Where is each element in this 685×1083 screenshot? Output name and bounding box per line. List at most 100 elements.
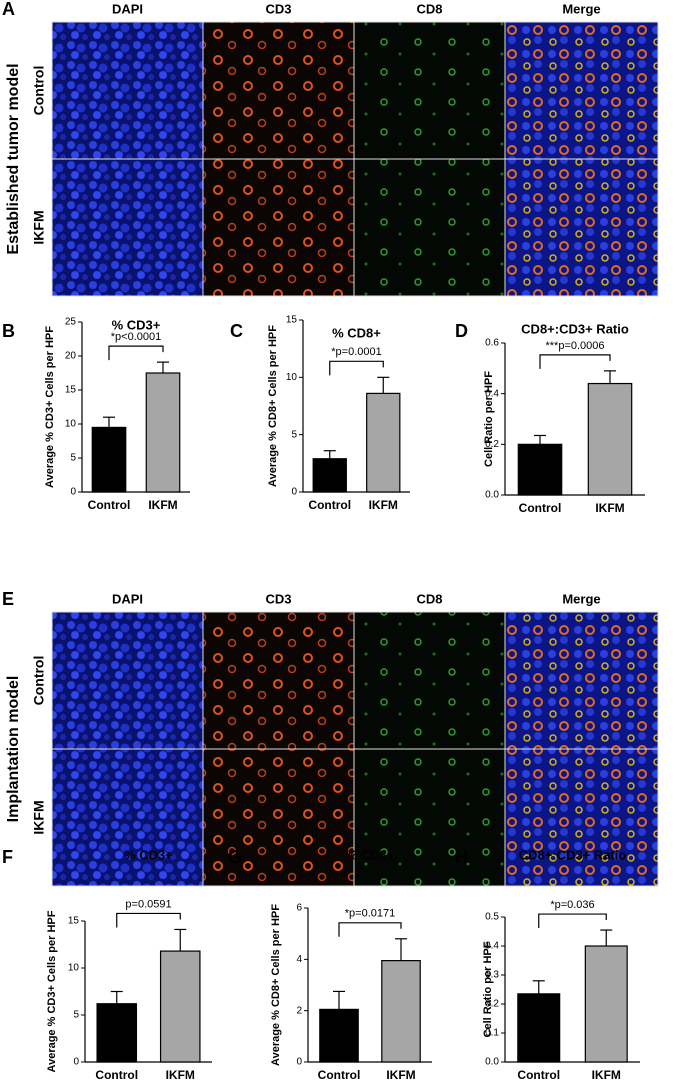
bar bbox=[145, 372, 181, 493]
y-axis-label: Cell Ratio per HPF bbox=[482, 941, 494, 1037]
micrograph bbox=[202, 611, 355, 750]
bar bbox=[319, 1008, 359, 1063]
chart-title: % CD8+ bbox=[332, 325, 381, 340]
y-tick-label: 0.6 bbox=[485, 338, 499, 349]
y-tick-label: 10 bbox=[68, 963, 80, 974]
y-tick-label: 0 bbox=[296, 1057, 302, 1068]
bar bbox=[91, 426, 127, 493]
x-tick-label: Control bbox=[88, 498, 131, 512]
p-value: *p=0.0171 bbox=[345, 908, 395, 920]
y-tick-label: 0.4 bbox=[485, 941, 499, 952]
micrograph bbox=[353, 748, 506, 887]
panel-letter: C bbox=[230, 321, 243, 341]
x-tick-label: Control bbox=[519, 501, 562, 515]
column-header: CD3 bbox=[265, 591, 291, 606]
y-tick-label: 5 bbox=[73, 1010, 79, 1021]
p-value: ***p=0.0006 bbox=[545, 340, 604, 352]
micrograph bbox=[504, 748, 659, 887]
column-header: Merge bbox=[562, 1, 600, 16]
micrograph bbox=[51, 611, 204, 750]
chart-title: % CD3+ bbox=[124, 847, 173, 862]
y-tick-label: 5 bbox=[291, 429, 297, 440]
bar bbox=[366, 392, 401, 493]
x-tick-label: IKFM bbox=[592, 1068, 621, 1082]
bar bbox=[587, 382, 633, 496]
row-label: Control bbox=[31, 66, 47, 116]
y-tick-label: 4 bbox=[296, 954, 302, 965]
y-tick-label: 0 bbox=[73, 1057, 79, 1068]
row-label: IKFM bbox=[31, 210, 47, 244]
y-tick-label: 6 bbox=[296, 903, 302, 914]
x-tick-label: Control bbox=[318, 1068, 361, 1082]
column-header: Merge bbox=[562, 591, 600, 606]
bar bbox=[517, 443, 563, 496]
y-tick-label: 15 bbox=[286, 315, 298, 326]
x-tick-label: IKFM bbox=[166, 1068, 195, 1082]
model-label: Established tumor model bbox=[5, 63, 22, 254]
significance-bracket bbox=[338, 922, 402, 937]
bar bbox=[381, 960, 421, 1063]
row-label: IKFM bbox=[31, 800, 47, 834]
significance-bracket bbox=[116, 912, 181, 928]
y-axis-label: Average % CD3+ Cells per HPF bbox=[44, 326, 56, 488]
y-tick-label: 0.0 bbox=[485, 490, 499, 501]
significance-bracket bbox=[329, 360, 384, 376]
x-tick-label: Control bbox=[308, 498, 351, 512]
micrograph bbox=[353, 611, 506, 750]
micrograph bbox=[51, 748, 204, 887]
y-tick-label: 0 bbox=[70, 487, 76, 498]
micrograph bbox=[504, 158, 659, 297]
x-tick-label: Control bbox=[95, 1068, 138, 1082]
micrograph bbox=[51, 158, 204, 297]
chart-title: % CD3+ bbox=[112, 317, 161, 332]
y-tick-label: 0.5 bbox=[485, 912, 499, 923]
y-tick-label: 15 bbox=[68, 916, 80, 927]
column-header: CD8 bbox=[416, 591, 442, 606]
micrograph bbox=[353, 21, 506, 160]
panel-letter: F bbox=[2, 847, 13, 867]
bar bbox=[159, 950, 201, 1063]
p-value: *p<0.0001 bbox=[111, 331, 161, 343]
y-tick-label: 5 bbox=[70, 453, 76, 464]
y-axis-label: Average % CD3+ Cells per HPF bbox=[46, 910, 58, 1072]
micrograph bbox=[202, 158, 355, 297]
y-tick-label: 0.4 bbox=[485, 388, 499, 399]
y-tick-label: 0.2 bbox=[485, 439, 499, 450]
p-value: *p=0.0001 bbox=[331, 346, 381, 358]
column-header: DAPI bbox=[112, 1, 143, 16]
micrograph bbox=[202, 748, 355, 887]
micrograph bbox=[202, 21, 355, 160]
x-tick-label: IKFM bbox=[386, 1068, 415, 1082]
y-tick-label: 25 bbox=[65, 317, 77, 328]
chart-title: CD8+:CD3+ Ratio bbox=[519, 847, 627, 862]
y-tick-label: 10 bbox=[286, 372, 298, 383]
panel-letter: D bbox=[455, 321, 468, 341]
bar bbox=[312, 458, 347, 493]
panel-letter: H bbox=[455, 847, 468, 867]
y-axis-label: Average % CD8+ Cells per HPF bbox=[270, 904, 282, 1066]
column-header: DAPI bbox=[112, 591, 143, 606]
x-tick-label: IKFM bbox=[369, 498, 398, 512]
x-tick-label: Control bbox=[517, 1068, 560, 1082]
panel-letter: G bbox=[228, 847, 242, 867]
x-tick-label: IKFM bbox=[595, 501, 624, 515]
bar bbox=[517, 993, 561, 1063]
y-tick-label: 0.3 bbox=[485, 970, 499, 981]
bar bbox=[584, 945, 628, 1063]
p-value: *p=0.036 bbox=[550, 899, 594, 911]
significance-bracket bbox=[108, 345, 164, 361]
y-axis-label: Cell Ratio per HPF bbox=[483, 371, 495, 467]
panel-letter: B bbox=[2, 321, 15, 341]
y-tick-label: 0 bbox=[291, 487, 297, 498]
micrograph bbox=[504, 611, 659, 750]
y-tick-label: 0.1 bbox=[485, 1028, 499, 1039]
y-tick-label: 20 bbox=[65, 351, 77, 362]
y-tick-label: 0.2 bbox=[485, 999, 499, 1010]
y-axis-label: Average % CD8+ Cells per HPF bbox=[267, 325, 279, 487]
panel-letter: E bbox=[2, 589, 14, 609]
y-tick-label: 2 bbox=[296, 1005, 302, 1016]
model-label: Implantation model bbox=[5, 676, 22, 823]
chart-title: % CD8+ bbox=[346, 847, 395, 862]
column-header: CD3 bbox=[265, 1, 291, 16]
